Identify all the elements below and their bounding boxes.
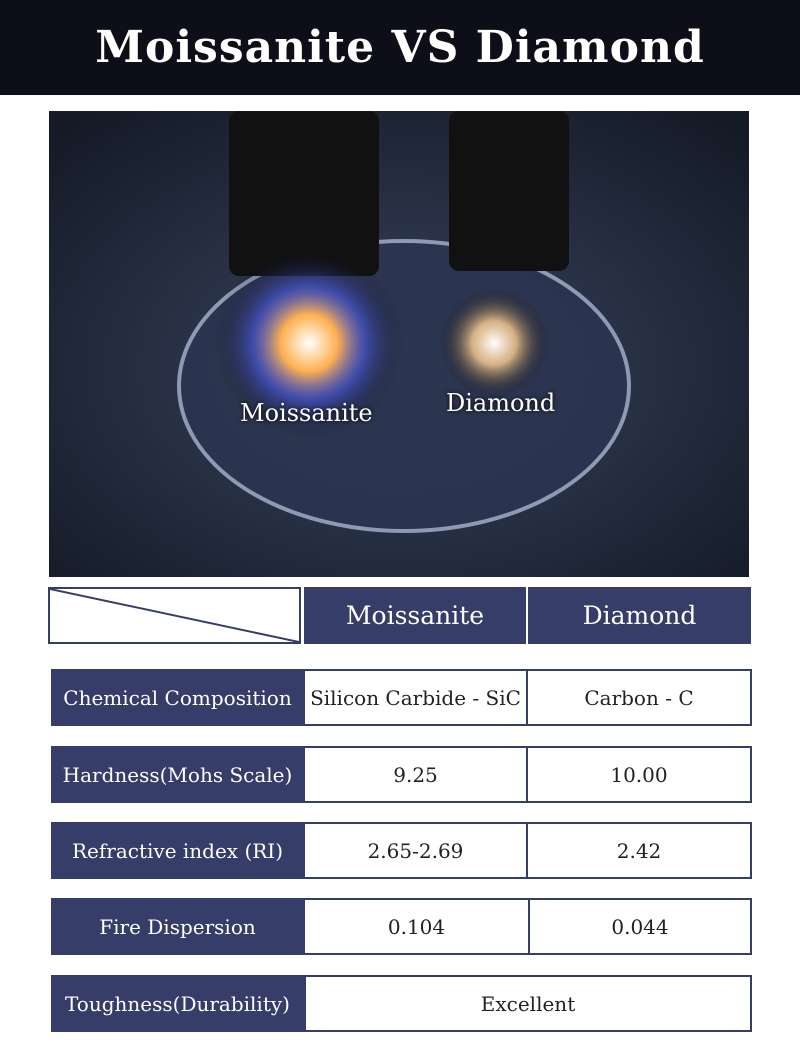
corner-cell — [48, 587, 301, 644]
diamond-value: 0.044 — [528, 898, 752, 955]
row-label: Refractive index (RI) — [51, 822, 304, 879]
diamond-value: Carbon - C — [526, 669, 752, 726]
diamond-value: 10.00 — [526, 746, 752, 803]
column-header-diamond: Diamond — [528, 587, 751, 644]
shared-value: Excellent — [304, 975, 752, 1032]
row-label: Hardness(Mohs Scale) — [51, 746, 304, 803]
moissanite-photo-label: Moissanite — [240, 399, 373, 427]
column-header-moissanite: Moissanite — [304, 587, 526, 644]
moissanite-value: 0.104 — [303, 898, 530, 955]
row-label: Fire Dispersion — [51, 898, 304, 955]
moissanite-value: 9.25 — [303, 746, 528, 803]
comparison-photo: Moissanite Diamond — [49, 111, 749, 577]
moissanite-value: Silicon Carbide - SiC — [303, 669, 528, 726]
diamond-value: 2.42 — [526, 822, 752, 879]
diamond-photo-label: Diamond — [446, 389, 556, 417]
row-label: Toughness(Durability) — [51, 975, 304, 1032]
page-title: Moissanite VS Diamond — [0, 0, 800, 95]
moissanite-value: 2.65-2.69 — [303, 822, 528, 879]
row-label: Chemical Composition — [51, 669, 304, 726]
